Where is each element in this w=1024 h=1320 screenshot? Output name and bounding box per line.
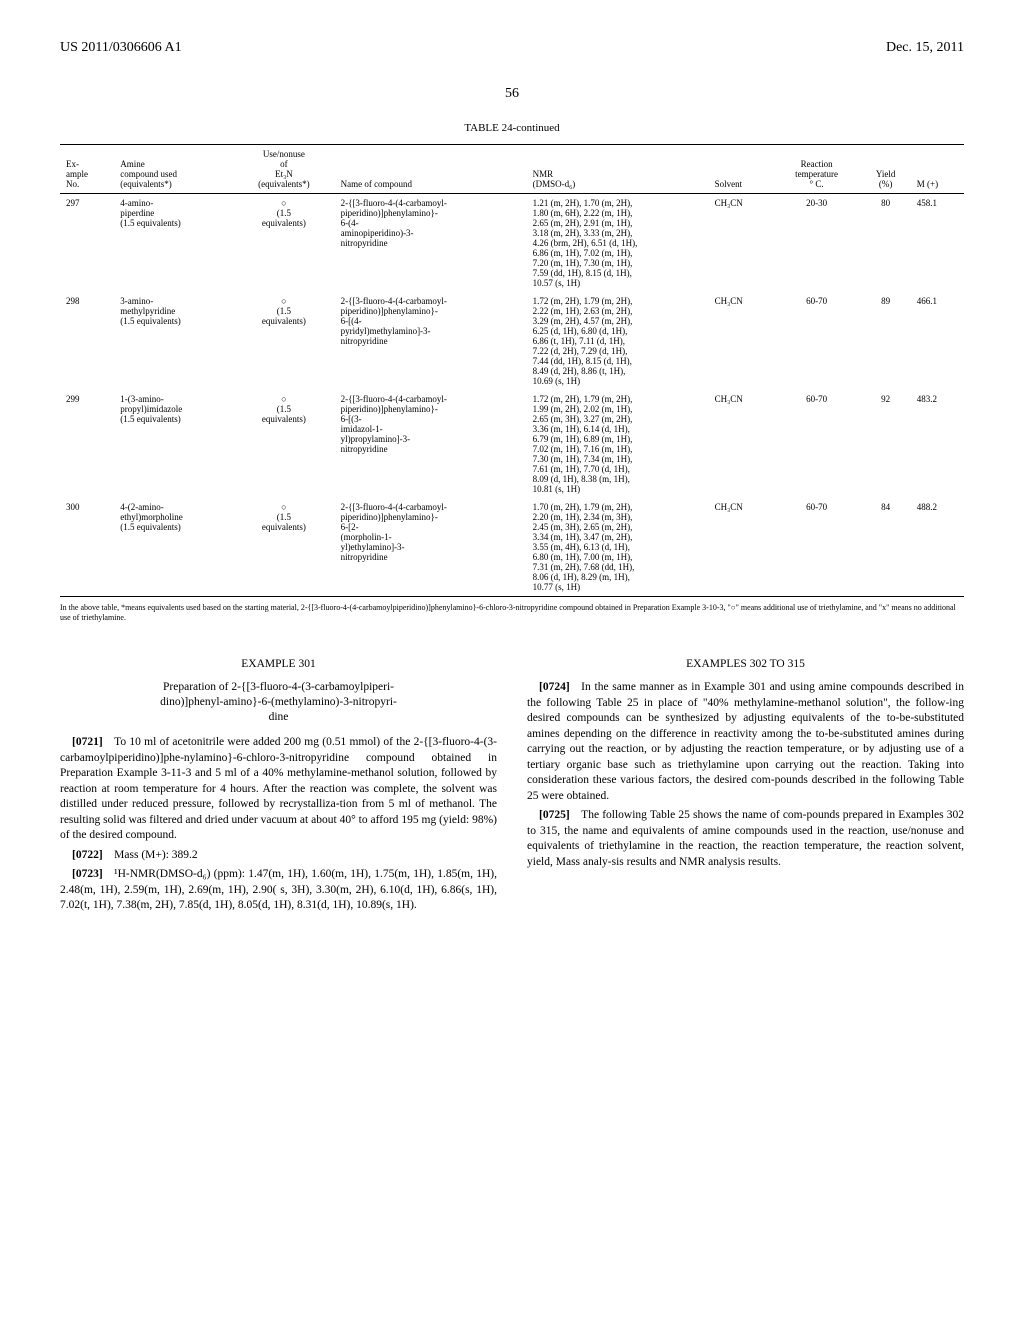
left-column: EXAMPLE 301 Preparation of 2-{[3-fluoro-… xyxy=(60,649,497,918)
para-number: [0721] xyxy=(72,736,103,748)
paragraph: [0725] The following Table 25 shows the … xyxy=(527,808,964,870)
table-cell: CH₃CN xyxy=(709,292,773,390)
table-row: 2983-amino- methylpyridine (1.5 equivale… xyxy=(60,292,964,390)
table-title: TABLE 24-continued xyxy=(60,122,964,134)
table-cell: ○ (1.5 equivalents) xyxy=(233,194,334,293)
table-footnote: In the above table, *means equivalents u… xyxy=(60,603,964,624)
table-cell: 1.70 (m, 2H), 1.79 (m, 2H), 2.20 (m, 1H)… xyxy=(527,498,709,597)
table-cell: 466.1 xyxy=(911,292,964,390)
table-cell: ○ (1.5 equivalents) xyxy=(233,498,334,597)
doc-date: Dec. 15, 2011 xyxy=(886,40,964,56)
paragraph: [0724] In the same manner as in Example … xyxy=(527,680,964,804)
col-header: Name of compound xyxy=(335,145,527,194)
col-header: Reaction temperature ° C. xyxy=(773,145,861,194)
table-cell: 458.1 xyxy=(911,194,964,293)
table-cell: 84 xyxy=(860,498,910,597)
body-columns: EXAMPLE 301 Preparation of 2-{[3-fluoro-… xyxy=(60,649,964,918)
example-header: EXAMPLES 302 TO 315 xyxy=(527,657,964,673)
example-subtitle: Preparation of 2-{[3-fluoro-4-(3-carbamo… xyxy=(60,680,497,725)
page-header: US 2011/0306606 A1 Dec. 15, 2011 xyxy=(60,40,964,56)
table-cell: 299 xyxy=(60,390,114,498)
col-header: NMR (DMSO-d₆) xyxy=(527,145,709,194)
table-cell: 1.72 (m, 2H), 1.79 (m, 2H), 2.22 (m, 1H)… xyxy=(527,292,709,390)
table-cell: ○ (1.5 equivalents) xyxy=(233,390,334,498)
table-cell: CH₃CN xyxy=(709,498,773,597)
paragraph: [0723] ¹H-NMR(DMSO-d₆) (ppm): 1.47(m, 1H… xyxy=(60,867,497,914)
table-cell: 1.21 (m, 2H), 1.70 (m, 2H), 1.80 (m, 6H)… xyxy=(527,194,709,293)
col-header: Solvent xyxy=(709,145,773,194)
right-column: EXAMPLES 302 TO 315 [0724] In the same m… xyxy=(527,649,964,918)
para-number: [0722] xyxy=(72,849,103,861)
paragraph: [0722] Mass (M+): 389.2 xyxy=(60,848,497,864)
table-cell: 60-70 xyxy=(773,292,861,390)
table-cell: 2-{[3-fluoro-4-(4-carbamoyl- piperidino)… xyxy=(335,390,527,498)
table-cell: 60-70 xyxy=(773,498,861,597)
table-cell: 1-(3-amino- propyl)imidazole (1.5 equiva… xyxy=(114,390,233,498)
col-header: Use/nonuse of Et₃N (equivalents*) xyxy=(233,145,334,194)
table-cell: 1.72 (m, 2H), 1.79 (m, 2H), 1.99 (m, 2H)… xyxy=(527,390,709,498)
table-cell: 80 xyxy=(860,194,910,293)
table-cell: 4-(2-amino- ethyl)morpholine (1.5 equiva… xyxy=(114,498,233,597)
doc-id: US 2011/0306606 A1 xyxy=(60,40,182,56)
col-header: Amine compound used (equivalents*) xyxy=(114,145,233,194)
table-cell: CH₃CN xyxy=(709,194,773,293)
para-number: [0725] xyxy=(539,809,570,821)
table-cell: 60-70 xyxy=(773,390,861,498)
table-cell: 92 xyxy=(860,390,910,498)
table-cell: 298 xyxy=(60,292,114,390)
table-row: 2974-amino- piperdine (1.5 equivalents)○… xyxy=(60,194,964,293)
table-cell: 483.2 xyxy=(911,390,964,498)
para-number: [0723] xyxy=(72,868,103,880)
table-cell: 2-{[3-fluoro-4-(4-carbamoyl- piperidino)… xyxy=(335,498,527,597)
table-cell: 2-{[3-fluoro-4-(4-carbamoyl- piperidino)… xyxy=(335,292,527,390)
col-header: M (+) xyxy=(911,145,964,194)
para-number: [0724] xyxy=(539,681,570,693)
col-header: Yield (%) xyxy=(860,145,910,194)
table-cell: 4-amino- piperdine (1.5 equivalents) xyxy=(114,194,233,293)
data-table: Ex- ample No. Amine compound used (equiv… xyxy=(60,144,964,597)
table-row: 2991-(3-amino- propyl)imidazole (1.5 equ… xyxy=(60,390,964,498)
table-row: 3004-(2-amino- ethyl)morpholine (1.5 equ… xyxy=(60,498,964,597)
table-header-row: Ex- ample No. Amine compound used (equiv… xyxy=(60,145,964,194)
example-header: EXAMPLE 301 xyxy=(60,657,497,673)
col-header: Ex- ample No. xyxy=(60,145,114,194)
table-cell: 297 xyxy=(60,194,114,293)
page-number: 56 xyxy=(60,86,964,102)
table-cell: ○ (1.5 equivalents) xyxy=(233,292,334,390)
table-cell: 20-30 xyxy=(773,194,861,293)
table-cell: 3-amino- methylpyridine (1.5 equivalents… xyxy=(114,292,233,390)
table-cell: 2-{[3-fluoro-4-(4-carbamoyl- piperidino)… xyxy=(335,194,527,293)
table-cell: 300 xyxy=(60,498,114,597)
table-cell: 89 xyxy=(860,292,910,390)
table-cell: CH₃CN xyxy=(709,390,773,498)
paragraph: [0721] To 10 ml of acetonitrile were add… xyxy=(60,735,497,844)
table-cell: 488.2 xyxy=(911,498,964,597)
